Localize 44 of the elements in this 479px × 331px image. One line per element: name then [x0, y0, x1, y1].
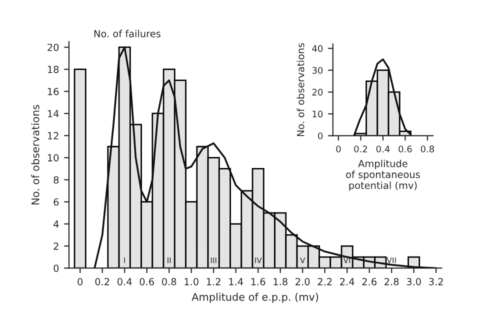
x-tick-label: 3.2: [429, 278, 443, 286]
y-tick-label: 16: [48, 88, 59, 96]
y-tick-label: 20: [312, 88, 323, 96]
y-tick-label: 4: [54, 220, 59, 228]
y-tick-label: 10: [312, 110, 323, 118]
y-axis-title: No. of observations: [296, 43, 304, 136]
y-tick-label: 0: [54, 264, 59, 272]
x-tick-label: 1.2: [206, 278, 220, 286]
x-tick-label: 0.2: [95, 278, 110, 286]
x-tick-label: 2.8: [384, 278, 399, 286]
x-tick-label: 0: [336, 146, 341, 152]
x-axis-title: Amplitude of e.p.p. (mv): [192, 292, 318, 303]
y-tick-label: 40: [312, 45, 323, 52]
x-axis-title: Amplitude of spontaneous potential (mv): [346, 160, 420, 191]
x-tick-label: 0.4: [376, 146, 390, 152]
x-tick-label: 2.0: [296, 278, 310, 286]
x-tick-label: 1.4: [229, 278, 244, 286]
y-tick-label: 12: [48, 132, 58, 140]
x-tick-label: 0.4: [118, 278, 132, 286]
x-tick-label: 0: [78, 278, 83, 286]
line-series: [353, 58, 412, 136]
y-tick-label: 30: [312, 66, 323, 74]
x-tick-label: 0.6: [398, 146, 412, 152]
x-tick-label: 1.8: [274, 278, 288, 286]
x-tick-label: 0.8: [420, 146, 434, 152]
text: No. of failures: [94, 30, 160, 38]
x-tick-label: 1.0: [184, 278, 198, 286]
y-tick-label: 6: [54, 198, 59, 206]
x-tick-label: 3.0: [406, 278, 421, 286]
y-tick-label: 0: [318, 132, 323, 140]
x-tick-label: 1.6: [251, 278, 266, 286]
x-tick-label: 2.2: [318, 278, 332, 286]
y-tick-label: 14: [48, 110, 59, 118]
x-tick-label: 2.6: [362, 278, 376, 286]
y-tick-label: 10: [48, 154, 59, 162]
y-tick-label: 20: [48, 44, 59, 52]
y-tick-label: 2: [54, 242, 58, 250]
y-tick-label: 8: [54, 176, 59, 184]
x-tick-label: 0.2: [354, 146, 367, 152]
x-tick-label: 2.4: [340, 278, 354, 286]
x-tick-label: 0.6: [140, 278, 154, 286]
x-tick-label: 0.8: [162, 278, 176, 286]
y-axis-title: No. of observations: [31, 104, 40, 204]
y-tick-label: 18: [48, 66, 59, 74]
